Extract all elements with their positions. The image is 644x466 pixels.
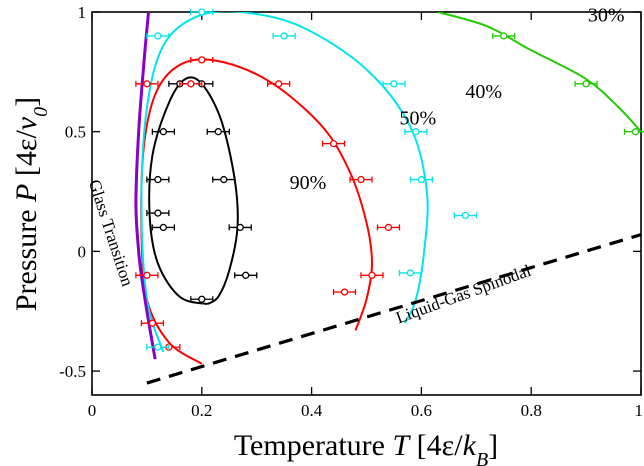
50-data-point: [140, 319, 165, 327]
50-data-point: [135, 271, 159, 279]
50-data-point: [321, 140, 346, 148]
90-data-point: [151, 128, 176, 136]
90-data-point: [146, 209, 170, 217]
glass-transition-curve: [134, 12, 157, 360]
y-axis-title: Pressure P [4ε/v0]: [10, 97, 52, 311]
40-data-point: [146, 32, 170, 40]
30-data-point: [574, 80, 598, 88]
50-data-point: [349, 175, 373, 184]
x-tick-label: 0.6: [411, 401, 432, 420]
50-data-point: [332, 288, 357, 296]
40-data-point: [409, 175, 434, 184]
40-data-point: [146, 343, 170, 351]
90-data-point: [212, 175, 236, 184]
y-tick-label: 0: [78, 242, 87, 261]
90-data-point: [228, 223, 252, 232]
40-label: 40%: [465, 81, 502, 103]
90-data-point: [234, 271, 258, 279]
40-data-point: [398, 269, 423, 277]
50-data-point: [267, 80, 291, 88]
30-data-point: [623, 128, 644, 136]
90-data-point: [190, 295, 214, 303]
x-tick-label: 1: [635, 401, 644, 420]
50-data-point: [135, 80, 159, 88]
x-axis-ticks: 0 0.2 0.4 0.6 0.8 1: [88, 12, 643, 420]
50-curve: [140, 58, 373, 365]
40-data-point: [404, 128, 428, 136]
x-tick-label: 0.8: [521, 401, 542, 420]
50-label: 50%: [399, 108, 436, 130]
50-data-point: [179, 80, 203, 88]
40-data-point: [382, 80, 406, 88]
plot-frame: [91, 11, 642, 396]
curves-layer: [134, 12, 641, 385]
50-data-point: [360, 271, 384, 279]
y-tick-label: 0.5: [65, 123, 86, 142]
40-data-point: [190, 8, 214, 16]
liquid-gas-spinodal-label: Liquid-Gas Spinodal: [393, 261, 533, 328]
40-data-point: [272, 32, 296, 40]
40-data-point: [453, 211, 477, 220]
y-tick-label: 1: [78, 3, 87, 22]
30-curve: [437, 12, 641, 133]
30-data-point: [492, 32, 516, 40]
y-axis-ticks: -0.5 0 0.5 1: [59, 3, 641, 381]
points-layer: [135, 8, 644, 351]
90-data-point: [151, 223, 176, 232]
50-data-point: [376, 223, 401, 232]
x-tick-label: 0: [88, 401, 97, 420]
90-label: 90%: [290, 172, 327, 194]
90-data-point: [206, 128, 230, 136]
x-axis-title: Temperature T [4ε/kB]: [234, 429, 498, 466]
liquid-gas-spinodal-curve: [146, 233, 641, 385]
x-tick-label: 0.2: [191, 401, 212, 420]
40-curve: [140, 12, 429, 353]
90-data-point: [146, 175, 170, 184]
y-tick-label: -0.5: [59, 362, 86, 381]
30-label: 30%: [588, 5, 625, 27]
90-curve: [148, 76, 239, 306]
x-tick-label: 0.4: [301, 401, 323, 420]
50-data-point: [190, 56, 214, 64]
